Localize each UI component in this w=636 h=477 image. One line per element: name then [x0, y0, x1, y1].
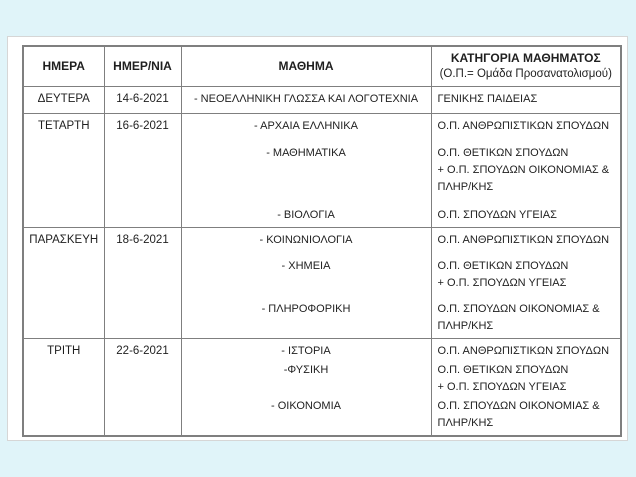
- categories-cell: Ο.Π. ΑΝΘΡΩΠΙΣΤΙΚΩΝ ΣΠΟΥΔΩΝ Ο.Π. ΘΕΤΙΚΩΝ …: [430, 226, 622, 339]
- table-header-row: ΗΜΕΡΑ ΗΜΕΡ/ΝΙΑ ΜΑΘΗΜΑ ΚΑΤΗΓΟΡΙΑ ΜΑΘΗΜΑΤΟ…: [22, 45, 622, 87]
- subject-item: - ΝΕΟΕΛΛΗΝΙΚΗ ΓΛΩΣΣΑ ΚΑΙ ΛΟΓΟΤΕΧΝΙΑ: [193, 92, 419, 105]
- day-cell: ΠΑΡΑΣΚΕΥΗ: [22, 226, 105, 339]
- subject-item: - ΒΙΟΛΟΓΙΑ: [277, 208, 335, 221]
- subject-item: - ΙΣΤΟΡΙΑ: [281, 344, 331, 357]
- category-item: Ο.Π. ΣΠΟΥΔΩΝ ΟΙΚΟΝΟΜΙΑΣ & ΠΛΗΡ/ΚΗΣ: [437, 302, 600, 332]
- category-item: Ο.Π. ΑΝΘΡΩΠΙΣΤΙΚΩΝ ΣΠΟΥΔΩΝ: [437, 344, 610, 357]
- col-header-category-subtitle: (Ο.Π.= Ομάδα Προσανατολισμού): [439, 68, 612, 81]
- date-cell: 18-6-2021: [103, 226, 182, 339]
- document-page: ΗΜΕΡΑ ΗΜΕΡ/ΝΙΑ ΜΑΘΗΜΑ ΚΑΤΗΓΟΡΙΑ ΜΑΘΗΜΑΤΟ…: [7, 36, 628, 441]
- day-cell: ΤΡΙΤΗ: [22, 337, 105, 436]
- subject-item: - ΠΛΗΡΟΦΟΡΙΚΗ: [261, 302, 351, 315]
- subject-item: - ΑΡΧΑΙΑ ΕΛΛΗΝΙΚΑ: [254, 119, 358, 132]
- categories-cell: Ο.Π. ΑΝΘΡΩΠΙΣΤΙΚΩΝ ΣΠΟΥΔΩΝ Ο.Π. ΘΕΤΙΚΩΝ …: [430, 112, 622, 228]
- categories-cell: Ο.Π. ΑΝΘΡΩΠΙΣΤΙΚΩΝ ΣΠΟΥΔΩΝ Ο.Π. ΘΕΤΙΚΩΝ …: [430, 337, 622, 436]
- category-item: Ο.Π. ΣΠΟΥΔΩΝ ΥΓΕΙΑΣ: [437, 208, 557, 221]
- col-header-date: ΗΜΕΡ/ΝΙΑ: [103, 45, 182, 87]
- subjects-cell: - ΙΣΤΟΡΙΑ -ΦΥΣΙΚΗ - ΟΙΚΟΝΟΜΙΑ: [180, 337, 432, 436]
- col-header-category: ΚΑΤΗΓΟΡΙΑ ΜΑΘΗΜΑΤΟΣ (Ο.Π.= Ομάδα Προσανα…: [430, 45, 622, 87]
- exam-schedule-table: ΗΜΕΡΑ ΗΜΕΡ/ΝΙΑ ΜΑΘΗΜΑ ΚΑΤΗΓΟΡΙΑ ΜΑΘΗΜΑΤΟ…: [22, 45, 622, 437]
- subjects-cell: - ΝΕΟΕΛΛΗΝΙΚΗ ΓΛΩΣΣΑ ΚΑΙ ΛΟΓΟΤΕΧΝΙΑ: [180, 85, 432, 114]
- category-item: Ο.Π. ΘΕΤΙΚΩΝ ΣΠΟΥΔΩΝ + Ο.Π. ΣΠΟΥΔΩΝ ΟΙΚΟ…: [437, 147, 610, 193]
- subject-item: - ΟΙΚΟΝΟΜΙΑ: [271, 399, 341, 412]
- categories-cell: ΓΕΝΙΚΗΣ ΠΑΙΔΕΙΑΣ: [430, 85, 622, 114]
- category-item: Ο.Π. ΘΕΤΙΚΩΝ ΣΠΟΥΔΩΝ + Ο.Π. ΣΠΟΥΔΩΝ ΥΓΕΙ…: [437, 363, 569, 393]
- col-header-category-title: ΚΑΤΗΓΟΡΙΑ ΜΑΘΗΜΑΤΟΣ: [450, 51, 601, 66]
- table-row: ΔΕΥΤΕΡΑ 14-6-2021 - ΝΕΟΕΛΛΗΝΙΚΗ ΓΛΩΣΣΑ Κ…: [22, 85, 622, 114]
- table-row: ΤΡΙΤΗ 22-6-2021 - ΙΣΤΟΡΙΑ -ΦΥΣΙΚΗ - ΟΙΚΟ…: [22, 337, 622, 436]
- subjects-cell: - ΚΟΙΝΩΝΙΟΛΟΓΙΑ - ΧΗΜΕΙΑ - ΠΛΗΡΟΦΟΡΙΚΗ: [180, 226, 432, 339]
- col-header-day: ΗΜΕΡΑ: [22, 45, 105, 87]
- day-cell: ΤΕΤΑΡΤΗ: [22, 112, 105, 228]
- date-cell: 14-6-2021: [103, 85, 182, 114]
- category-item: Ο.Π. ΣΠΟΥΔΩΝ ΟΙΚΟΝΟΜΙΑΣ & ΠΛΗΡ/ΚΗΣ: [437, 399, 600, 429]
- subject-item: - ΜΑΘΗΜΑΤΙΚΑ: [266, 147, 346, 159]
- date-cell: 22-6-2021: [103, 337, 182, 436]
- table-row: ΠΑΡΑΣΚΕΥΗ 18-6-2021 - ΚΟΙΝΩΝΙΟΛΟΓΙΑ - ΧΗ…: [22, 226, 622, 339]
- table-row: ΤΕΤΑΡΤΗ 16-6-2021 - ΑΡΧΑΙΑ ΕΛΛΗΝΙΚΑ - ΜΑ…: [22, 112, 622, 228]
- category-item: Ο.Π. ΘΕΤΙΚΩΝ ΣΠΟΥΔΩΝ + Ο.Π. ΣΠΟΥΔΩΝ ΥΓΕΙ…: [437, 259, 569, 289]
- subject-item: -ΦΥΣΙΚΗ: [283, 363, 329, 376]
- category-item: Ο.Π. ΑΝΘΡΩΠΙΣΤΙΚΩΝ ΣΠΟΥΔΩΝ: [437, 233, 610, 246]
- date-cell: 16-6-2021: [103, 112, 182, 228]
- subjects-cell: - ΑΡΧΑΙΑ ΕΛΛΗΝΙΚΑ - ΜΑΘΗΜΑΤΙΚΑ - ΒΙΟΛΟΓΙ…: [180, 112, 432, 228]
- subject-item: - ΚΟΙΝΩΝΙΟΛΟΓΙΑ: [259, 233, 353, 246]
- day-cell: ΔΕΥΤΕΡΑ: [22, 85, 105, 114]
- col-header-subject: ΜΑΘΗΜΑ: [180, 45, 432, 87]
- category-item: Ο.Π. ΑΝΘΡΩΠΙΣΤΙΚΩΝ ΣΠΟΥΔΩΝ: [437, 119, 610, 132]
- category-item: ΓΕΝΙΚΗΣ ΠΑΙΔΕΙΑΣ: [437, 92, 538, 105]
- subject-item: - ΧΗΜΕΙΑ: [281, 259, 331, 272]
